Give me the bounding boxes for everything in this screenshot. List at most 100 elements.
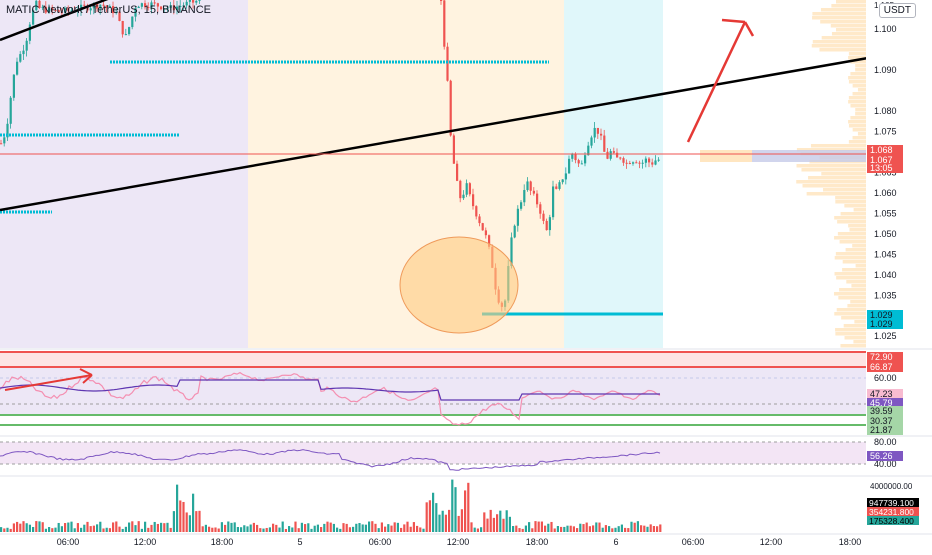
volume-bar xyxy=(403,524,406,532)
volume-bar xyxy=(124,526,127,532)
volume-bar xyxy=(592,525,595,532)
volume-bar xyxy=(163,523,166,532)
volume-profile-row xyxy=(812,40,866,44)
volume-bar xyxy=(432,492,435,532)
volume-bar xyxy=(326,521,329,532)
volume-profile-row xyxy=(836,0,866,4)
candle-body xyxy=(488,235,491,247)
volume-bar xyxy=(518,528,521,532)
volume-bar xyxy=(156,523,159,532)
volume-bar xyxy=(73,528,76,532)
rsi-value-label: 45.79 xyxy=(870,398,893,408)
volume-profile-row xyxy=(850,104,866,108)
red-up-arrow[interactable] xyxy=(686,18,755,143)
volume-profile-row xyxy=(852,92,866,96)
candle-body xyxy=(35,0,38,11)
volume-profile-row xyxy=(802,184,866,188)
rsi-value-label: 72.90 xyxy=(870,352,893,362)
volume-bar xyxy=(521,528,524,532)
candle-body xyxy=(577,160,580,164)
candle-body xyxy=(54,9,57,11)
volume-bar xyxy=(211,527,214,532)
orange-circle-annotation[interactable] xyxy=(399,236,519,334)
volume-bar xyxy=(537,521,540,532)
volume-bar xyxy=(169,527,172,532)
candle-body xyxy=(185,1,188,6)
candle-body xyxy=(468,183,471,195)
volume-bar xyxy=(204,524,207,532)
volume-bar xyxy=(614,527,617,532)
candle-body xyxy=(195,0,198,3)
volume-bar xyxy=(291,527,294,532)
candle-body xyxy=(166,7,169,9)
candle-body xyxy=(96,3,99,9)
currency-badge[interactable]: USDT xyxy=(878,3,916,18)
rsi-panel[interactable] xyxy=(0,351,866,426)
current-price-badge-bg xyxy=(867,145,903,155)
volume-bar xyxy=(396,522,399,532)
candle-body xyxy=(532,190,535,194)
rsi-value-label-bg xyxy=(867,352,903,362)
candle-body xyxy=(561,179,564,183)
volume-bar xyxy=(470,522,473,532)
volume-bar xyxy=(384,526,387,532)
volume-bar xyxy=(144,521,147,532)
volume-bar xyxy=(252,522,255,532)
candle-body xyxy=(32,10,35,25)
rsi-red-arrow[interactable] xyxy=(4,368,93,391)
volume-bar xyxy=(659,524,662,532)
volume-bar xyxy=(512,526,515,532)
candle-body xyxy=(638,162,641,164)
stoch-panel[interactable] xyxy=(0,441,866,471)
candle-body xyxy=(622,158,625,163)
volume-bar xyxy=(19,523,22,532)
volume-bar xyxy=(336,527,339,532)
volume-profile-row xyxy=(855,108,866,112)
volume-profile xyxy=(700,0,866,348)
candle-body xyxy=(99,4,102,9)
countdown-badge: 13:05 xyxy=(870,163,893,173)
volume-bar xyxy=(444,514,447,532)
volume-bar xyxy=(0,527,3,532)
volume-value-label-bg xyxy=(867,507,919,516)
trendline-ascending[interactable] xyxy=(0,56,869,212)
trendline-descending[interactable] xyxy=(0,0,110,42)
volume-profile-poc xyxy=(752,150,866,162)
time-axis[interactable]: 06:00 12:00 18:00 5 06:00 12:00 18:00 6 06:00 12:… xyxy=(57,537,862,547)
candle-body xyxy=(574,153,577,161)
symbol-title[interactable]: MATIC Network / TetherUS, 15, BINANCE xyxy=(6,4,211,16)
volume-bar xyxy=(307,523,310,532)
volume-bar xyxy=(89,526,92,532)
stoch-tick: 80.00 xyxy=(874,437,897,447)
candle-body xyxy=(529,181,532,191)
price-tick: 1.075 xyxy=(874,127,897,137)
volume-profile-row xyxy=(850,72,866,76)
volume-bar xyxy=(649,524,652,532)
volume-bar xyxy=(643,525,646,532)
volume-bar xyxy=(105,527,108,532)
candle-body xyxy=(48,7,51,13)
volume-profile-row xyxy=(835,328,866,332)
volume-bar xyxy=(483,512,486,532)
volume-profile-row xyxy=(806,192,866,196)
candle-body xyxy=(548,217,551,231)
volume-bar xyxy=(179,500,182,532)
candle-body xyxy=(140,3,143,7)
volume-bar xyxy=(422,528,425,532)
candle-body xyxy=(596,127,599,134)
candle-body xyxy=(449,80,452,136)
candle-body xyxy=(80,4,83,11)
price-tick: 1.045 xyxy=(874,249,897,259)
volume-bar xyxy=(92,525,95,532)
volume-bar xyxy=(406,521,409,532)
volume-profile-row xyxy=(842,268,866,272)
candle-body xyxy=(64,8,67,13)
volume-bar xyxy=(617,526,620,532)
volume-bar xyxy=(54,527,57,532)
candle-body xyxy=(144,3,147,7)
volume-bar xyxy=(128,522,131,532)
volume-bar xyxy=(118,526,121,532)
candle-body xyxy=(105,5,108,8)
